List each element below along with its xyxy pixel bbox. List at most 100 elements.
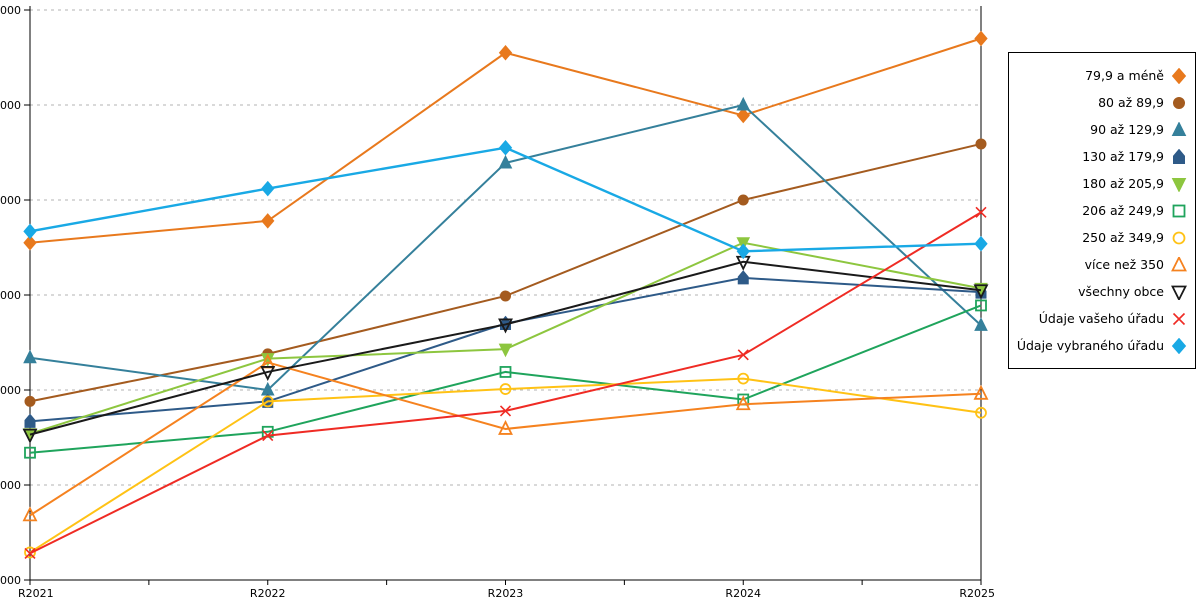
legend-label: 130 až 179,9 <box>1082 149 1164 164</box>
circle-legend-icon <box>1172 231 1186 244</box>
legend-item-7: 250 až 349,9 <box>1013 224 1187 251</box>
triangle-down-marker <box>260 366 276 381</box>
square-marker <box>975 299 987 312</box>
circle-marker <box>1173 96 1185 109</box>
circle-marker <box>261 395 274 408</box>
circle-marker <box>737 194 749 206</box>
x-marker <box>1172 312 1186 325</box>
legend-item-6: 206 až 249,9 <box>1013 197 1187 224</box>
series-line-8 <box>29 361 982 517</box>
legend-item-1: 79,9 a méně <box>1013 62 1187 89</box>
y-tick-label: 6000 <box>0 289 21 302</box>
diamond-marker <box>261 213 275 229</box>
x-marker <box>737 349 749 361</box>
x-tick-label: R2021 <box>18 587 54 600</box>
legend-label: Údaje vybraného úřadu <box>1016 338 1164 353</box>
legend-label: 80 až 89,9 <box>1098 95 1164 110</box>
legend-item-3: 90 až 129,9 <box>1013 116 1187 143</box>
y-tick-label: 5000 <box>0 384 21 397</box>
diamond-marker <box>736 243 750 260</box>
diamond-legend-icon <box>1171 337 1187 354</box>
square-marker <box>1172 204 1186 217</box>
legend-label: všechny obce <box>1078 284 1164 299</box>
y-tick-label: 3000 <box>0 574 21 587</box>
triangle-up-marker <box>498 154 513 169</box>
pentagon-marker <box>1173 148 1185 164</box>
square-marker <box>261 425 274 438</box>
y-tick-label: 9000 <box>0 4 21 17</box>
pentagon-marker <box>24 413 36 428</box>
legend-item-11: Údaje vybraného úřadu <box>1013 332 1187 359</box>
triangle-up-marker <box>973 384 989 400</box>
series-line-5 <box>29 241 982 435</box>
circle-marker <box>737 372 750 385</box>
diamond-legend-icon <box>1171 67 1187 84</box>
x-legend-icon <box>1172 312 1186 325</box>
diamond-marker <box>1171 337 1187 354</box>
triangle-up-marker <box>735 395 751 411</box>
circle-legend-icon <box>1173 96 1185 109</box>
diamond-marker <box>23 234 37 251</box>
legend-item-2: 80 až 89,9 <box>1013 89 1187 116</box>
triangle-up-marker <box>23 349 37 364</box>
circle-marker <box>24 395 36 407</box>
square-marker <box>24 446 36 459</box>
x-tick-label: R2023 <box>488 587 524 600</box>
legend-label: 206 až 249,9 <box>1082 203 1164 218</box>
y-tick-label: 4000 <box>0 479 21 492</box>
legend-label: 180 až 205,9 <box>1082 176 1164 191</box>
legend-label: více než 350 <box>1084 257 1164 272</box>
circle-marker <box>975 406 987 419</box>
diamond-marker <box>23 223 37 240</box>
legend-item-4: 130 až 179,9 <box>1013 143 1187 170</box>
triangle-up-marker <box>1171 256 1187 271</box>
diamond-marker <box>498 44 513 61</box>
triangle-down-marker <box>498 343 513 358</box>
triangle-down-marker <box>1171 177 1187 192</box>
chart-legend: 79,9 a méně 80 až 89,9 90 až 129,9 130 až 1… <box>1008 52 1196 369</box>
triangle-up-marker <box>1171 121 1187 136</box>
triangle-up-legend-icon <box>1171 121 1187 136</box>
x-marker <box>499 405 512 417</box>
legend-item-5: 180 až 205,9 <box>1013 170 1187 197</box>
legend-label: 250 až 349,9 <box>1082 230 1164 245</box>
circle-marker <box>24 546 36 559</box>
circle-marker <box>499 383 512 395</box>
circle-marker <box>975 138 987 150</box>
x-marker <box>262 430 274 442</box>
diamond-marker <box>261 180 275 197</box>
legend-item-8: více než 350 <box>1013 251 1187 278</box>
legend-label: Údaje vašeho úřadu <box>1038 311 1164 326</box>
triangle-down-marker <box>1171 285 1187 300</box>
series-line-7 <box>29 377 982 554</box>
triangle-up-marker <box>498 419 513 435</box>
legend-label: 90 až 129,9 <box>1090 122 1164 137</box>
y-tick-label: 8000 <box>0 99 21 112</box>
y-tick-label: 7000 <box>0 194 21 207</box>
triangle-down-marker <box>973 284 989 300</box>
triangle-up-marker <box>736 96 751 111</box>
x-tick-label: R2022 <box>250 587 286 600</box>
diamond-marker <box>736 107 750 124</box>
triangle-down-legend-icon <box>1171 177 1187 192</box>
pentagon-marker <box>737 270 749 285</box>
triangle-up-legend-icon <box>1171 256 1187 271</box>
x-tick-label: R2024 <box>725 587 761 600</box>
x-tick-label: R2025 <box>959 587 995 600</box>
series-line-9 <box>29 260 982 436</box>
series-line-6 <box>29 304 982 454</box>
circle-marker <box>1172 231 1186 244</box>
square-legend-icon <box>1172 204 1186 217</box>
legend-item-10: Údaje vašeho úřadu <box>1013 305 1187 332</box>
diamond-marker <box>974 235 988 252</box>
diamond-marker <box>1171 67 1187 84</box>
pentagon-legend-icon <box>1173 148 1185 164</box>
series-line-10 <box>29 211 982 555</box>
diamond-marker <box>974 30 988 47</box>
square-marker <box>499 366 512 378</box>
triangle-down-legend-icon <box>1171 285 1187 300</box>
legend-item-9: všechny obce <box>1013 278 1187 305</box>
diamond-marker <box>498 139 513 156</box>
triangle-down-marker <box>22 428 38 444</box>
